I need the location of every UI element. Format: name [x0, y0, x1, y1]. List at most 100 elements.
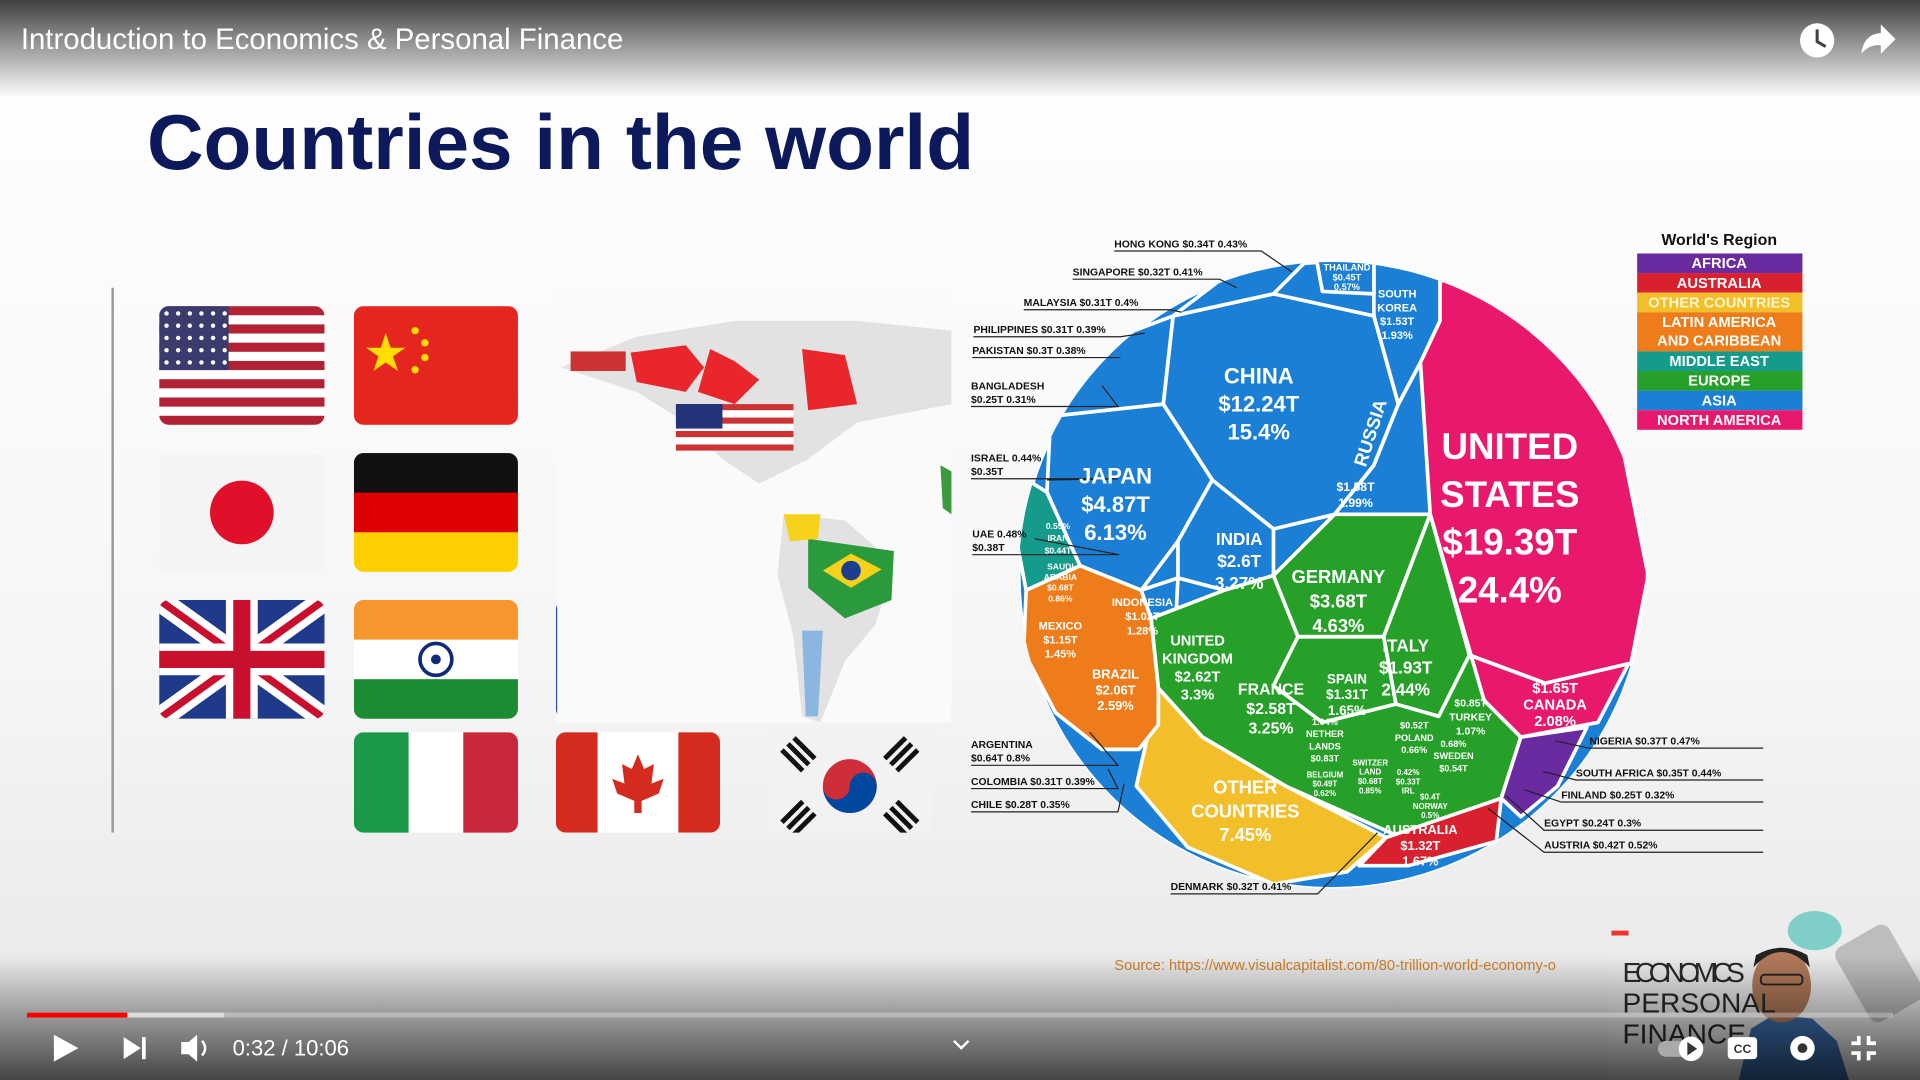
cell-label: SWITZER: [1352, 758, 1388, 767]
path-shape: [783, 514, 821, 542]
next-button[interactable]: [123, 1037, 146, 1060]
flag-body: [353, 306, 518, 425]
trigram: [883, 736, 920, 773]
cell-label: 0.5%: [1421, 811, 1439, 820]
flag-germany: [353, 453, 518, 572]
cell-label: $0.83T: [1311, 754, 1340, 764]
flag-body: [353, 600, 518, 719]
cell-label: $2.62T: [1175, 670, 1221, 686]
leader-line: [971, 385, 1120, 408]
small-star: [411, 366, 419, 374]
settings-button[interactable]: [1790, 1035, 1815, 1061]
leader-line: [1170, 832, 1378, 895]
bar: [895, 799, 920, 825]
star: [199, 360, 204, 365]
legend-swatch: [1637, 390, 1803, 411]
cell-label: 2.59%: [1097, 698, 1134, 713]
text-shape: CC: [1734, 1042, 1752, 1056]
rect-shape: [142, 1037, 146, 1060]
bar-right: [678, 732, 720, 833]
cell-label: SOUTH: [1378, 289, 1417, 301]
legend-swatch: [1637, 410, 1803, 430]
chapters-chevron[interactable]: [953, 1039, 970, 1050]
star: [210, 311, 216, 316]
star: [175, 335, 181, 341]
volume-button[interactable]: [181, 1034, 207, 1062]
path-shape: [1851, 1035, 1861, 1046]
cell-label: SPAIN: [1327, 671, 1367, 686]
cell-label: TURKEY: [1449, 713, 1492, 724]
callout-label: $0.38T: [972, 543, 1005, 554]
flag-usa: [159, 306, 325, 425]
path-shape: [53, 1034, 79, 1062]
leader-line: [973, 332, 1145, 338]
cell-label: SAUDI: [1047, 561, 1074, 571]
bottom-shade: [0, 955, 1920, 1080]
exit-fullscreen-button[interactable]: [1851, 1035, 1876, 1061]
cell-label: INDONESIA: [1112, 597, 1173, 609]
cell-label: 2.08%: [1534, 714, 1576, 730]
legend-label: AND CARIBBEAN: [1657, 333, 1781, 349]
star: [199, 335, 204, 341]
video-title[interactable]: Introduction to Economics & Personal Fin…: [21, 23, 624, 56]
cell-label: 0.42%: [1397, 768, 1420, 777]
cell-label: 1.28%: [1127, 625, 1158, 637]
star: [366, 333, 406, 372]
star: [187, 311, 192, 316]
path-shape: [697, 348, 760, 405]
small-star: [411, 326, 419, 335]
leader-line: [1487, 807, 1764, 853]
callout-label: ARGENTINA: [971, 740, 1033, 751]
play-button[interactable]: [53, 1034, 79, 1062]
path-shape: [802, 630, 823, 717]
legend-label: NORTH AMERICA: [1657, 413, 1782, 429]
progress-bar[interactable]: [26, 1012, 1894, 1018]
star: [164, 348, 169, 353]
star: [222, 360, 227, 365]
cell-small-asia-2: [1171, 262, 1317, 318]
cell-label: 3.3%: [1181, 688, 1214, 704]
star: [164, 323, 169, 328]
cell-label: 0.85%: [1359, 787, 1382, 796]
stripe: [159, 360, 325, 371]
cell-label: 3.27%: [1215, 573, 1264, 593]
path-shape: [802, 348, 858, 411]
star: [164, 335, 169, 341]
cell-label: THAILAND: [1324, 263, 1371, 273]
flags: [159, 306, 932, 833]
cell-other-countries: [1134, 686, 1388, 886]
rect-shape: [675, 404, 794, 411]
star: [175, 323, 181, 328]
cell-label: ARABIA: [1044, 572, 1077, 582]
leader-line: [972, 538, 1120, 556]
bar: [792, 811, 817, 833]
cell-label: $0.54T: [1439, 763, 1468, 773]
cell-label: 0.86%: [1048, 593, 1073, 603]
rect-shape: [26, 1012, 128, 1018]
leader-lines: [971, 250, 1764, 895]
small-star: [421, 353, 429, 362]
cell-label: 6.13%: [1084, 520, 1147, 545]
star: [210, 360, 216, 365]
path-shape: [181, 1034, 198, 1062]
cell-label: JAPAN: [1079, 464, 1152, 489]
cell-label: 0.62%: [1314, 789, 1337, 798]
voronoi-labels: UNITED STATES $19.39T 24.4% CHINA $12.24T 15.4…: [971, 239, 1721, 893]
legend-label: OTHER COUNTRIES: [1648, 295, 1790, 311]
band: [353, 492, 518, 534]
share-button[interactable]: [1861, 24, 1896, 54]
cell-label: $1.53T: [1380, 316, 1415, 328]
stripe: [159, 379, 325, 389]
watch-later-button[interactable]: [1800, 23, 1835, 58]
time-display: 0:32 / 10:06: [233, 1036, 349, 1061]
cell-label: 7.45%: [1219, 824, 1271, 845]
captions-button[interactable]: CC: [1727, 1037, 1758, 1060]
autoplay-toggle[interactable]: [1657, 1036, 1704, 1062]
flag-china: [353, 306, 518, 425]
path-shape: [1687, 1042, 1698, 1056]
leader-line: [971, 478, 1118, 481]
cell-label: CHINA: [1224, 363, 1294, 388]
bar: [889, 742, 914, 767]
cell-label: $0.68T: [1358, 777, 1383, 786]
cell-label: NETHER: [1306, 729, 1344, 739]
